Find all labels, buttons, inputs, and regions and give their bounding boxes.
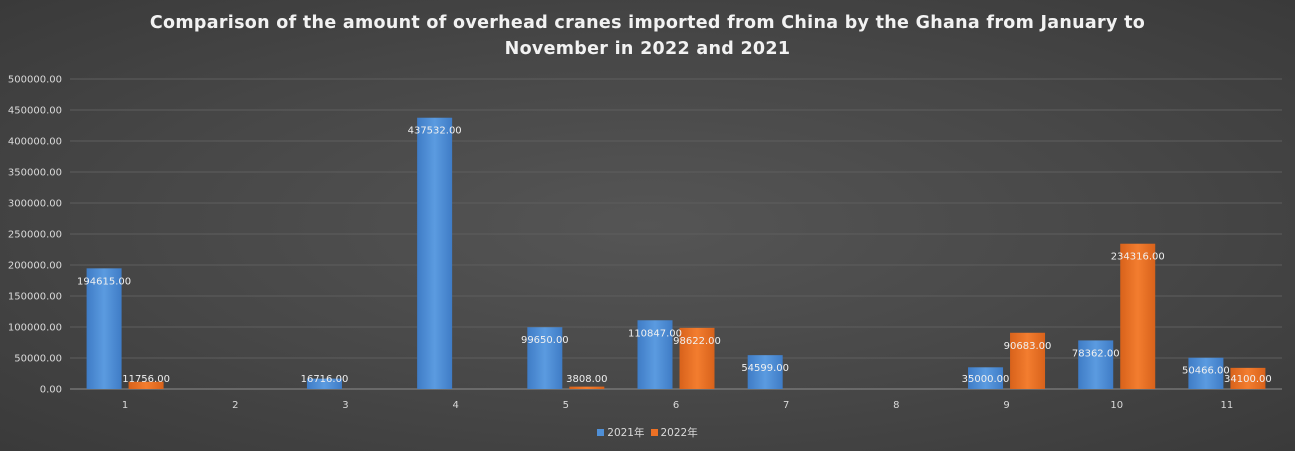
bars [86,117,1266,389]
gridlines [70,78,1282,359]
data-labels: 194615.00 16716.00 437532.00 99650.00 110847… [77,126,1272,385]
x-tick-label: 5 [563,400,569,411]
x-tick-label: 4 [452,400,458,411]
bar-2022-11 [1230,367,1266,389]
legend: 2021年 2022年 [0,425,1295,440]
data-label: 35000.00 [962,374,1010,385]
bar-2022-6 [679,327,715,389]
chart-title-line-2: November in 2022 and 2021 [504,39,791,59]
bar-2021-1 [86,268,122,389]
legend-swatch-2021 [597,429,605,436]
bar-2021-9 [968,367,1004,389]
x-tick-label: 1 [122,400,128,411]
chart-title: Comparison of the amount of overhead cra… [0,10,1295,62]
x-tick-label: 7 [783,400,789,411]
y-tick-label: 300000.00 [8,199,62,210]
data-label: 90683.00 [1004,341,1052,352]
data-label: 194615.00 [77,276,131,287]
chart-title-line-1: Comparison of the amount of overhead cra… [149,13,1146,33]
x-tick-label: 8 [893,400,899,411]
bar-2021-6 [637,320,673,389]
bar-2021-4 [417,117,453,389]
legend-label-2021: 2021年 [607,427,645,439]
data-label: 11756.00 [122,374,170,385]
y-tick-label: 500000.00 [8,75,62,86]
axes: 0.00 50000.00 100000.00 150000.00 200000.00 2… [8,75,1282,411]
y-tick-label: 400000.00 [8,137,62,148]
y-tick-label: 450000.00 [8,106,62,117]
bar-2021-11 [1188,357,1224,389]
y-tick-label: 100000.00 [8,323,62,334]
data-label: 34100.00 [1224,374,1272,385]
bar-2022-5 [569,386,605,389]
legend-item-2022: 2022年 [650,425,698,440]
bar-2021-7 [747,355,783,389]
x-tick-label: 2 [232,400,238,411]
bar-2022-10 [1120,243,1156,389]
y-tick-label: 50000.00 [14,354,62,365]
y-tick-label: 350000.00 [8,168,62,179]
y-tick-label: 150000.00 [8,292,62,303]
x-tick-label: 6 [673,400,679,411]
legend-item-2021: 2021年 [597,425,645,440]
data-label: 99650.00 [521,335,569,346]
x-tick-label: 9 [1003,400,1009,411]
bar-2021-3 [306,378,342,389]
bar-chart-plot: 0.00 50000.00 100000.00 150000.00 200000.00 2… [8,75,1282,411]
x-tick-label: 10 [1110,400,1123,411]
data-label: 16716.00 [301,374,349,385]
data-label: 110847.00 [628,328,682,339]
bar-2021-5 [527,327,563,389]
data-label: 50466.00 [1182,366,1230,377]
data-label: 437532.00 [408,126,462,137]
bar-2022-9 [1010,332,1046,389]
data-label: 3808.00 [566,374,607,385]
data-label: 54599.00 [741,363,789,374]
legend-label-2022: 2022年 [660,427,698,439]
data-label: 78362.00 [1072,348,1120,359]
legend-swatch-2022 [650,429,658,436]
data-label: 234316.00 [1111,252,1165,263]
bar-2022-1 [128,381,164,389]
y-tick-label: 0.00 [40,385,62,396]
y-tick-label: 200000.00 [8,261,62,272]
data-label: 98622.00 [673,336,721,347]
x-tick-label: 3 [342,400,348,411]
y-tick-label: 250000.00 [8,230,62,241]
bar-2021-10 [1078,340,1114,389]
x-tick-label: 11 [1221,400,1234,411]
